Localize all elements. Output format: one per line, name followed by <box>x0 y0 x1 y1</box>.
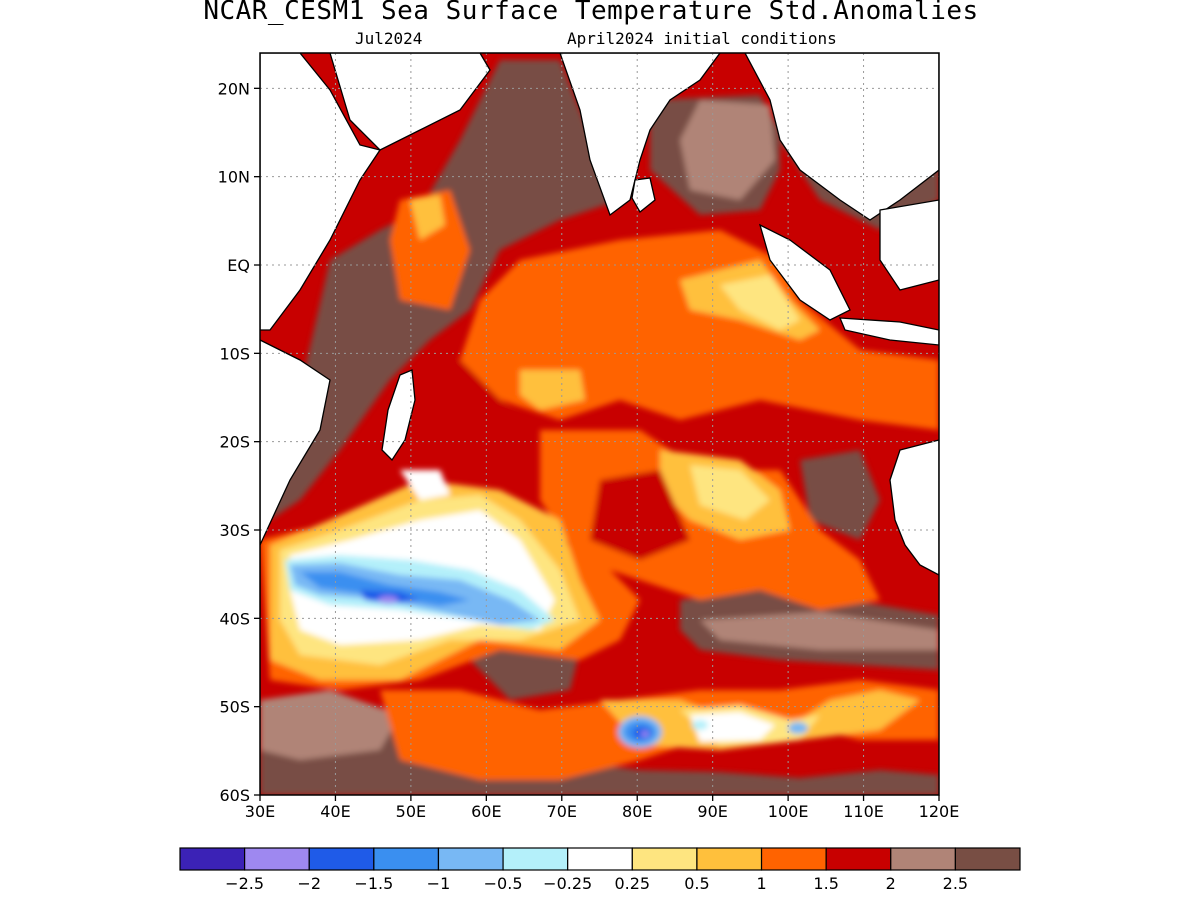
srilanka-land <box>631 177 656 213</box>
colorbar-swatch <box>760 847 827 871</box>
colorbar-label: 2 <box>886 874 896 893</box>
anomaly-region <box>720 275 800 330</box>
anomaly-region <box>700 612 939 650</box>
lat-tick-label: 20N <box>218 79 250 98</box>
anomaly-region <box>400 360 520 440</box>
plot-frame <box>259 52 940 796</box>
colorbar-label: −2.5 <box>225 874 264 893</box>
lon-tick-label: 70E <box>547 802 577 821</box>
africa-land <box>260 53 382 331</box>
anomaly-region <box>400 470 450 500</box>
colorbar-swatch <box>308 847 375 871</box>
lat-tick-label: 10S <box>219 344 250 363</box>
anomaly-region <box>690 465 770 520</box>
anomaly-field <box>260 53 939 795</box>
colorbar-swatch <box>244 847 310 871</box>
initial-conditions: April2024 initial conditions <box>567 29 837 48</box>
anomaly-region <box>692 720 708 730</box>
anomaly-region <box>520 370 585 410</box>
colorbar-swatch <box>825 847 892 871</box>
lon-tick-label: 50E <box>396 802 426 821</box>
colorbar-label: −0.5 <box>484 874 523 893</box>
colorbar-label: 1 <box>756 874 766 893</box>
lon-tick-label: 100E <box>768 802 809 821</box>
land <box>260 53 939 576</box>
colorbar-swatch <box>502 847 569 871</box>
colorbar-swatch <box>696 847 763 871</box>
lat-tick-label: 40S <box>219 609 250 628</box>
madagascar-land <box>381 369 416 462</box>
anomaly-region <box>300 572 470 606</box>
colorbar-label: 2.5 <box>943 874 968 893</box>
lat-tick-label: 30S <box>219 521 250 540</box>
anomaly-region <box>690 712 775 742</box>
colorbar-label: −1 <box>427 874 451 893</box>
lon-tick-labels: 30E 40E 50E 60E 70E 80E 90E 100E 110E 120E <box>245 795 960 821</box>
java-land <box>838 317 939 346</box>
india-land <box>559 53 721 217</box>
colorbar-swatch <box>567 847 633 871</box>
anomaly-region <box>378 596 398 604</box>
anomaly-region <box>410 195 445 240</box>
lon-tick-label: 110E <box>843 802 884 821</box>
colorbar-label: −2 <box>297 874 321 893</box>
anomaly-region <box>260 705 939 795</box>
anomaly-region <box>260 690 400 760</box>
colorbar-swatch <box>373 847 440 871</box>
sumatra-land <box>758 223 851 321</box>
arabia-land <box>329 53 491 151</box>
lat-tick-label: 60S <box>219 786 250 805</box>
lat-tick-label: 50S <box>219 698 250 717</box>
lon-tick-label: 80E <box>622 802 652 821</box>
colorbar-label: 1.5 <box>813 874 838 893</box>
anomaly-region <box>390 190 470 310</box>
colorbar-swatch <box>179 847 246 871</box>
seasia-land <box>744 53 939 221</box>
chart-title: NCAR_CESM1 Sea Surface Temperature Std.A… <box>203 0 979 26</box>
africa-land <box>260 339 331 546</box>
lat-tick-labels: 20N 10N EQ 10S 20S 30S 40S 50S 60S <box>218 79 260 805</box>
lon-tick-label: 120E <box>919 802 960 821</box>
anomaly-region <box>680 100 775 200</box>
colorbar-labels: −2.5 −2 −1.5 −1 −0.5 −0.25 0.25 0.5 1 1.5 2 2.5 <box>225 874 968 893</box>
colorbar-swatch <box>631 847 698 871</box>
borneo-land <box>879 199 939 291</box>
anomaly-region <box>641 731 649 737</box>
australia-land <box>889 439 939 576</box>
lon-tick-label: 40E <box>320 802 350 821</box>
lat-tick-label: 20S <box>219 433 250 452</box>
anomaly-region <box>800 450 880 540</box>
colorbar-label: −1.5 <box>354 874 393 893</box>
colorbar-swatch <box>890 847 956 871</box>
colorbar-swatch <box>437 847 504 871</box>
lat-tick-label: 10N <box>218 168 250 187</box>
anomaly-region <box>590 470 690 560</box>
forecast-month: Jul2024 <box>355 29 423 48</box>
colorbar-label: 0.5 <box>684 874 709 893</box>
colorbar-label: 0.25 <box>614 874 650 893</box>
lat-tick-label: EQ <box>227 256 250 275</box>
colorbar-label: −0.25 <box>543 874 592 893</box>
lon-tick-label: 60E <box>471 802 501 821</box>
lon-tick-label: 90E <box>697 802 727 821</box>
colorbar-swatch <box>954 847 1021 871</box>
colorbar <box>179 847 1021 871</box>
anomaly-region <box>788 722 808 734</box>
lon-tick-label: 30E <box>245 802 275 821</box>
